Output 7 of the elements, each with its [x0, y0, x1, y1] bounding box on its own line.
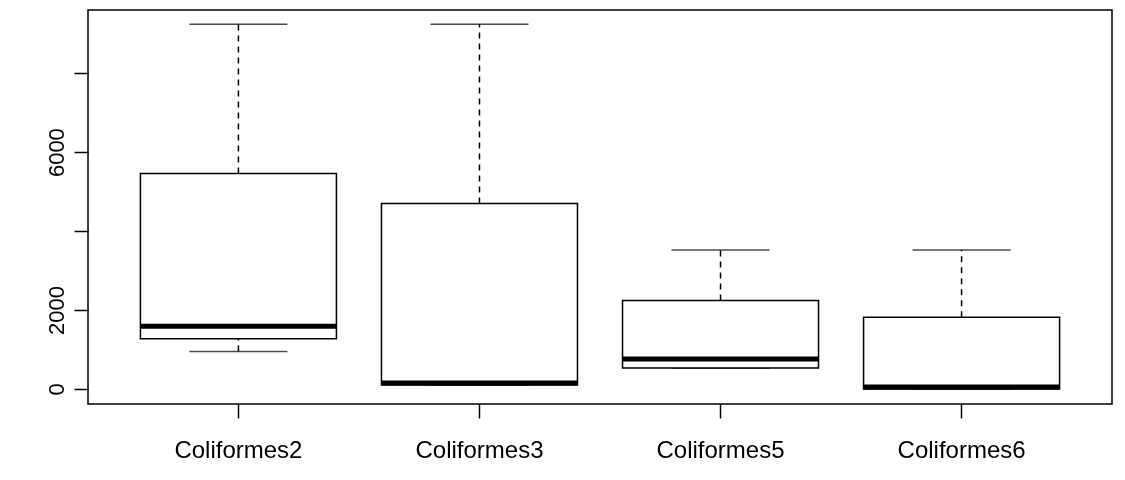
y-tick-label: 2000: [43, 286, 69, 336]
x-tick-label: Coliformes5: [656, 435, 785, 463]
x-tick-label: Coliformes3: [415, 435, 544, 463]
y-tick-label: 0: [43, 383, 69, 396]
y-tick-label: 6000: [43, 128, 69, 178]
x-tick-label: Coliformes2: [174, 435, 303, 463]
x-tick-label: Coliformes6: [897, 435, 1026, 463]
